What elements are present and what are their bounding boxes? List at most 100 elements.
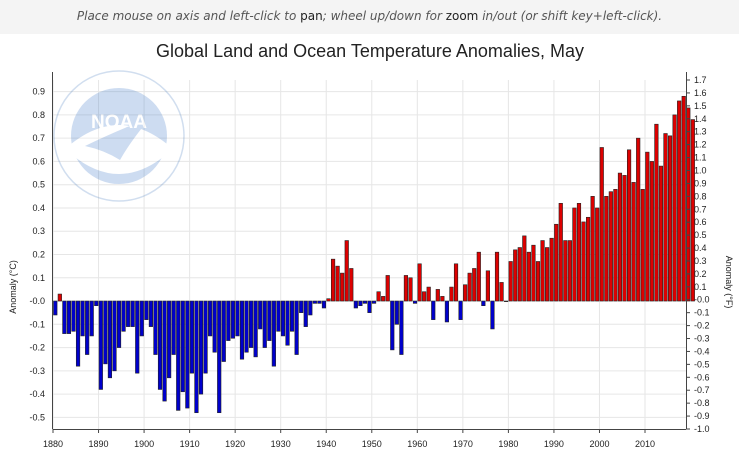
bar-1966 (444, 300, 449, 323)
bar-1884 (71, 300, 76, 332)
bar-1891 (103, 300, 108, 365)
y-tick-label: -0.4 (29, 389, 45, 399)
bar-1957 (403, 275, 409, 302)
bar-1983 (522, 235, 527, 302)
y-tick-label: -0.2 (29, 343, 45, 353)
bar-1955 (394, 300, 399, 325)
bar-1987 (540, 240, 545, 302)
bar-1999 (595, 207, 600, 302)
bar-1980 (508, 261, 513, 302)
bar-1988 (545, 247, 550, 302)
y2-tick-label: 1.1 (694, 153, 707, 163)
y2-tick-label: -0.0 (694, 295, 710, 305)
bar-1974 (481, 300, 486, 306)
bar-1948 (362, 300, 368, 304)
anomaly-chart[interactable]: NOAA -0.5 -0.4 -0.3 -0.2 -0.1 -0.0 0.1 0.2 0.3 0.… (0, 34, 739, 464)
x-tick-label: 1950 (362, 439, 382, 449)
y-tick-label: 0.5 (32, 180, 45, 190)
bar-2004 (617, 172, 623, 302)
y-tick-label: 0.3 (32, 226, 45, 236)
bar-1940 (326, 298, 331, 302)
instruction-hint: Place mouse on axis and left-click to pa… (0, 0, 739, 34)
x-tick-label: 1920 (225, 439, 245, 449)
bar-2008 (636, 137, 641, 302)
chart-panel[interactable]: NOAA -0.5 -0.4 -0.3 -0.2 -0.1 -0.0 0.1 0.2 0.3 0.… (0, 34, 739, 464)
y-tick-labels: -0.5 -0.4 -0.3 -0.2 -0.1 -0.0 0.1 0.2 0.3 0.4 0.5 0… (29, 87, 45, 423)
y2-tick-label: -0.4 (694, 346, 710, 356)
y2-tick-label: 0.5 (694, 230, 707, 240)
x-tick-label: 1930 (271, 439, 291, 449)
bar-1898 (135, 300, 140, 374)
bar-1885 (75, 300, 81, 367)
bar-1903 (157, 300, 163, 390)
y-tick-label: 0.7 (32, 133, 45, 143)
bar-2003 (613, 189, 618, 302)
hint-text-1: Place mouse on axis and left-click to (76, 9, 301, 23)
y2-tick-label: 0.6 (694, 217, 707, 227)
bar-1887 (85, 300, 90, 355)
y2-tick-label: -1.0 (694, 424, 710, 434)
bar-1916 (217, 300, 222, 414)
bar-1933 (294, 300, 299, 355)
bar-1986 (535, 261, 541, 302)
hint-text-3: in/out (or shift key+left-click). (478, 9, 663, 23)
bar-1922 (244, 300, 249, 353)
bar-1905 (167, 300, 172, 379)
bar-2015 (667, 135, 673, 302)
bar-1910 (189, 300, 194, 374)
bar-1918 (226, 300, 231, 341)
y-tick-label: 0.6 (32, 156, 45, 166)
y-tick-label: 0.4 (32, 203, 45, 213)
bar-1942 (335, 265, 340, 302)
bar-1956 (399, 300, 404, 355)
y-axis-label: Anomaly (°C) (8, 260, 18, 314)
bar-1911 (194, 300, 199, 414)
bar-1990 (554, 223, 559, 302)
bar-1935 (303, 300, 308, 327)
bar-1994 (572, 207, 577, 302)
bar-1992 (563, 240, 568, 302)
bar-2016 (672, 114, 677, 302)
bar-1882 (62, 300, 67, 334)
x-tick-label: 1880 (43, 439, 63, 449)
y-tick-label: -0.1 (29, 319, 45, 329)
bar-1968 (453, 263, 459, 302)
y2-tick-label: 1.4 (694, 114, 707, 124)
bar-1995 (576, 203, 582, 302)
bar-2014 (663, 133, 668, 302)
bar-1906 (171, 300, 176, 355)
x-tick-label: 1940 (316, 439, 336, 449)
y2-tick-label: -0.6 (694, 372, 710, 382)
bar-1984 (526, 251, 531, 302)
y2-tick-label: 0.2 (694, 269, 707, 279)
bar-1897 (130, 300, 135, 327)
bar-1909 (185, 300, 190, 409)
bar-2017 (677, 100, 682, 302)
bar-1981 (513, 249, 518, 302)
bar-1931 (285, 300, 290, 346)
bar-1949 (367, 300, 372, 313)
bar-1923 (249, 300, 254, 348)
y2-tick-labels: -1.0 -0.9 -0.8 -0.7 -0.6 -0.5 -0.4 -0.3 -0.2 -0.1… (686, 75, 710, 434)
bar-1953 (385, 275, 390, 302)
bar-1927 (267, 300, 272, 341)
bar-1902 (153, 300, 158, 355)
bar-1991 (558, 203, 563, 302)
y2-tick-label: 0.9 (694, 178, 707, 188)
x-tick-label: 1900 (134, 439, 154, 449)
x-tick-label: 1890 (89, 439, 109, 449)
y2-tick-label: -0.2 (694, 321, 710, 331)
y2-tick-label: -0.5 (694, 359, 710, 369)
bar-1921 (239, 300, 245, 360)
bar-1959 (412, 300, 418, 304)
y2-tick-label: 0.3 (694, 256, 707, 266)
bar-1892 (107, 300, 113, 379)
bar-1883 (66, 300, 72, 334)
y2-tick-label: -0.1 (694, 308, 710, 318)
x-tick-label: 1990 (544, 439, 564, 449)
bar-1945 (349, 268, 354, 302)
bar-2006 (626, 149, 632, 302)
bar-1998 (590, 196, 595, 302)
bar-1961 (422, 291, 427, 302)
y2-tick-label: 0.1 (694, 282, 707, 292)
